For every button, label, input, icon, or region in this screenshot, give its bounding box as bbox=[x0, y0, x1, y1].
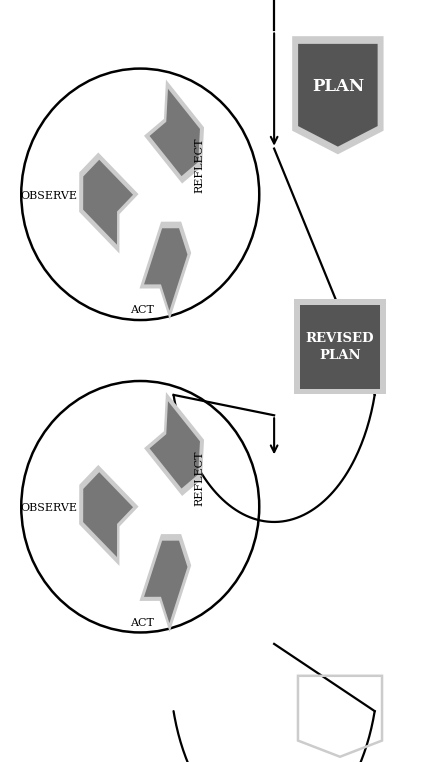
Text: REFLECT: REFLECT bbox=[195, 450, 205, 505]
Text: OBSERVE: OBSERVE bbox=[20, 190, 77, 201]
Text: REFLECT: REFLECT bbox=[195, 138, 205, 193]
Bar bbox=[294, 299, 386, 395]
Polygon shape bbox=[144, 392, 204, 496]
Polygon shape bbox=[292, 37, 384, 155]
Polygon shape bbox=[139, 534, 191, 632]
Polygon shape bbox=[298, 44, 378, 146]
Polygon shape bbox=[83, 160, 133, 245]
Polygon shape bbox=[144, 229, 187, 311]
Polygon shape bbox=[150, 402, 200, 488]
Text: OBSERVE: OBSERVE bbox=[20, 503, 77, 514]
Bar bbox=[300, 305, 380, 389]
Polygon shape bbox=[150, 89, 200, 176]
Polygon shape bbox=[144, 541, 187, 623]
Polygon shape bbox=[144, 79, 204, 184]
Polygon shape bbox=[83, 472, 133, 557]
Text: ACT: ACT bbox=[130, 305, 154, 315]
Polygon shape bbox=[139, 222, 191, 320]
Text: REVISED
PLAN: REVISED PLAN bbox=[306, 331, 374, 362]
Polygon shape bbox=[79, 465, 139, 566]
Text: ACT: ACT bbox=[130, 617, 154, 628]
Text: PLAN: PLAN bbox=[312, 78, 364, 94]
Polygon shape bbox=[79, 152, 139, 254]
